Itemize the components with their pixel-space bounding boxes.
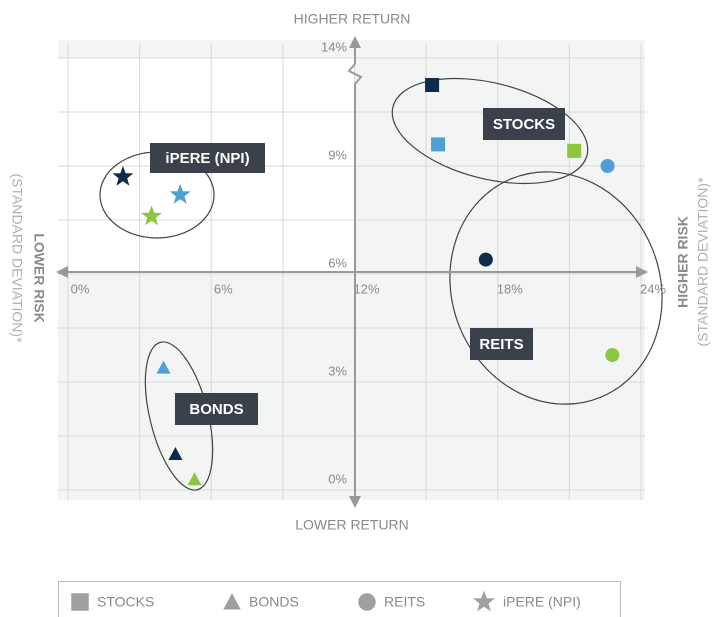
group-label-box	[175, 393, 258, 425]
group-label-box	[483, 108, 565, 140]
y-tick-label: 14%	[321, 39, 347, 54]
point	[169, 183, 191, 204]
point	[567, 143, 582, 158]
point	[156, 360, 171, 374]
group-labels: STOCKS BONDS REITS iPERE (NPI)	[150, 108, 565, 425]
arrow	[56, 266, 68, 278]
axes	[56, 36, 648, 508]
y-tick-label: 6%	[328, 255, 347, 270]
axis-break	[347, 63, 363, 85]
group-label: iPERE (NPI)	[165, 150, 249, 167]
arrow	[636, 266, 648, 278]
axis-label: LOWER RETURN	[295, 517, 409, 533]
legend: STOCKS BONDS REITS iPERE (NPI)	[71, 590, 581, 612]
point	[431, 137, 446, 152]
point	[141, 205, 162, 226]
group-outline	[391, 77, 589, 185]
legend-label: STOCKS	[97, 594, 154, 610]
y-tick-label: 0%	[328, 471, 347, 486]
group-outline	[449, 171, 663, 405]
y-tick-label: 3%	[328, 363, 347, 378]
legend-label: REITS	[384, 594, 425, 610]
x-tick-label: 6%	[214, 281, 233, 296]
group-label: STOCKS	[493, 116, 555, 133]
point	[112, 165, 134, 186]
legend-box	[58, 581, 621, 617]
x-tick-label: 18%	[497, 281, 523, 296]
marks	[112, 78, 620, 486]
axis-label: HIGHER RISK	[675, 216, 691, 308]
point	[605, 348, 620, 362]
axis-label: (STANDARD DEVIATION)*	[9, 173, 25, 343]
group-label-box	[470, 328, 533, 360]
point	[478, 252, 493, 267]
y-tick-label: 9%	[328, 147, 347, 162]
arrow	[349, 36, 361, 48]
group-label: REITS	[479, 336, 523, 353]
point	[425, 78, 440, 92]
point	[71, 593, 89, 611]
legend-label: BONDS	[249, 594, 299, 610]
group-label-box	[150, 143, 265, 173]
axis-label: HIGHER RETURN	[294, 11, 411, 27]
x-tick-label: 24%	[640, 281, 666, 296]
axis-label: (STANDARD DEVIATION)*	[695, 177, 711, 347]
point	[168, 447, 183, 460]
axis-label: LOWER RISK	[31, 233, 47, 322]
legend-label: iPERE (NPI)	[503, 594, 581, 610]
x-tick-label: 12%	[353, 281, 379, 296]
point	[223, 593, 241, 610]
point	[473, 590, 495, 612]
point	[187, 472, 202, 486]
point	[600, 159, 615, 173]
group-label: BONDS	[189, 401, 243, 418]
point	[358, 593, 376, 611]
arrow	[349, 496, 361, 508]
x-tick-label: 0%	[71, 281, 90, 296]
